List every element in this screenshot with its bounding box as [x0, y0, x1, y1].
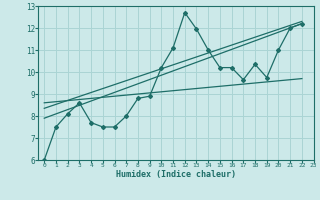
X-axis label: Humidex (Indice chaleur): Humidex (Indice chaleur) [116, 170, 236, 179]
